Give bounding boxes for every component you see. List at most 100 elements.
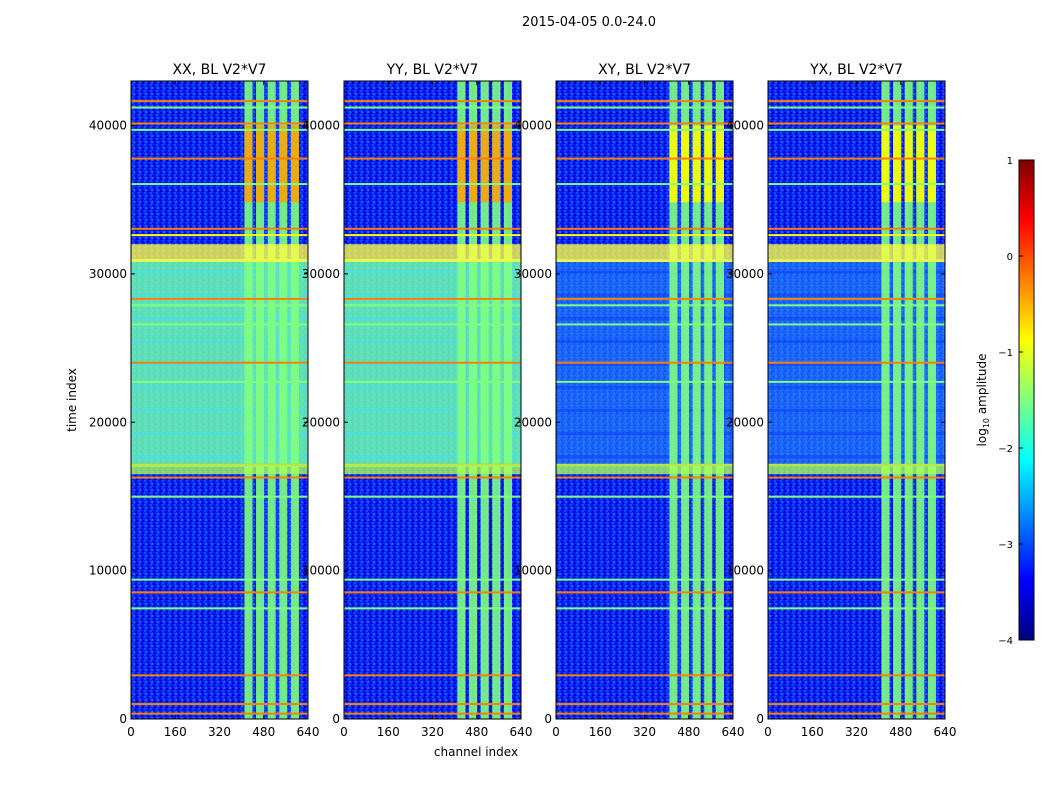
colorbar-tick-label: −2: [998, 444, 1013, 455]
y-tick-label: 10000: [726, 564, 764, 578]
time-artefact-line: [344, 227, 521, 230]
heatmap-panel-yy: YY, BL V2*V7 0 160 320 480 640 0 10000 20000 3000…: [302, 62, 533, 739]
signal-column: [290, 81, 299, 719]
x-tick-label: 640: [297, 725, 320, 739]
signal-hot-region: [256, 125, 265, 203]
signal-hot-region: [267, 125, 276, 203]
signal-column: [692, 81, 701, 719]
signal-column: [893, 81, 902, 719]
x-tick-label: 480: [677, 725, 700, 739]
noise-streak: [556, 316, 733, 320]
time-artefact-line: [131, 323, 308, 326]
y-tick-label: 40000: [514, 119, 552, 133]
signal-hot-region: [279, 125, 288, 203]
panel-title: XY, BL V2*V7: [598, 62, 691, 78]
time-artefact-line: [344, 578, 521, 581]
signal-column: [492, 81, 501, 719]
time-artefact-line: [131, 712, 308, 715]
signal-column: [279, 81, 288, 719]
time-artefact-line: [768, 304, 945, 307]
time-artefact-line: [556, 128, 733, 131]
time-artefact-line: [344, 712, 521, 715]
time-artefact-line: [556, 380, 733, 383]
y-tick-label: 0: [544, 712, 552, 726]
time-artefact-line: [344, 234, 521, 237]
signal-column: [927, 81, 936, 719]
signal-hot-region: [692, 125, 701, 203]
time-artefact-line: [131, 183, 308, 186]
x-tick-label: 0: [764, 725, 772, 739]
panel-title: YY, BL V2*V7: [386, 62, 479, 78]
signal-hot-region: [469, 125, 478, 203]
time-artefact-line: [131, 578, 308, 581]
time-artefact-line: [768, 106, 945, 109]
x-tick-label: 480: [465, 725, 488, 739]
noise-streak: [131, 270, 308, 274]
time-artefact-line: [768, 380, 945, 383]
colorbar-tick-label: 0: [1007, 252, 1013, 263]
colorbar-label-rest: amplitude: [975, 354, 989, 418]
time-artefact-line: [556, 183, 733, 186]
signal-hot-region: [881, 125, 890, 203]
x-tick-label: 320: [421, 725, 444, 739]
time-artefact-line: [131, 361, 308, 364]
signal-column: [881, 81, 890, 719]
signal-column: [469, 81, 478, 719]
noise-streak: [556, 339, 733, 343]
time-artefact-line: [131, 495, 308, 498]
signal-hot-region: [669, 125, 678, 203]
time-artefact-line: [344, 183, 521, 186]
noise-streak: [344, 316, 521, 320]
time-artefact-line: [768, 495, 945, 498]
bright-band: [556, 244, 733, 263]
y-tick-label: 20000: [514, 415, 552, 429]
colorbar-tick-label: −4: [998, 636, 1013, 647]
time-artefact-line: [768, 227, 945, 230]
time-artefact-line: [768, 128, 945, 131]
x-tick-label: 160: [801, 725, 824, 739]
y-tick-label: 10000: [89, 564, 127, 578]
time-artefact-line: [768, 323, 945, 326]
noise-streak: [556, 270, 733, 274]
time-artefact-line: [131, 157, 308, 160]
colorbar-tick-label: 1: [1007, 156, 1013, 167]
noise-streak: [131, 455, 308, 459]
signal-hot-region: [244, 125, 253, 203]
time-artefact-line: [344, 607, 521, 610]
signal-hot-region: [290, 125, 299, 203]
panel-title: YX, BL V2*V7: [809, 62, 903, 78]
noise-streak: [768, 362, 945, 366]
colorbar-label: log10 amplitude: [975, 354, 991, 447]
time-artefact-line: [556, 106, 733, 109]
signal-hot-region: [927, 125, 936, 203]
signal-hot-region: [681, 125, 690, 203]
x-tick-label: 640: [722, 725, 745, 739]
noise-streak: [768, 339, 945, 343]
noise-streak: [344, 432, 521, 436]
noise-streak: [768, 270, 945, 274]
x-tick-label: 640: [510, 725, 533, 739]
time-artefact-line: [344, 297, 521, 300]
time-artefact-line: [768, 234, 945, 237]
time-artefact-line: [344, 304, 521, 307]
noise-streak: [556, 293, 733, 297]
time-artefact-line: [768, 297, 945, 300]
y-axis-label: time index: [65, 368, 79, 432]
time-artefact-line: [131, 304, 308, 307]
time-artefact-line: [131, 297, 308, 300]
signal-column: [503, 81, 512, 719]
x-tick-label: 480: [252, 725, 275, 739]
time-artefact-line: [344, 380, 521, 383]
y-tick-label: 40000: [89, 119, 127, 133]
colorbar-tick-label: −1: [998, 348, 1013, 359]
noise-streak: [344, 385, 521, 389]
time-artefact-line: [344, 361, 521, 364]
time-artefact-line: [131, 703, 308, 706]
y-tick-label: 40000: [302, 119, 340, 133]
noise-streak: [556, 409, 733, 413]
time-artefact-line: [556, 674, 733, 677]
time-artefact-line: [556, 157, 733, 160]
signal-column: [480, 81, 489, 719]
x-tick-label: 0: [552, 725, 560, 739]
